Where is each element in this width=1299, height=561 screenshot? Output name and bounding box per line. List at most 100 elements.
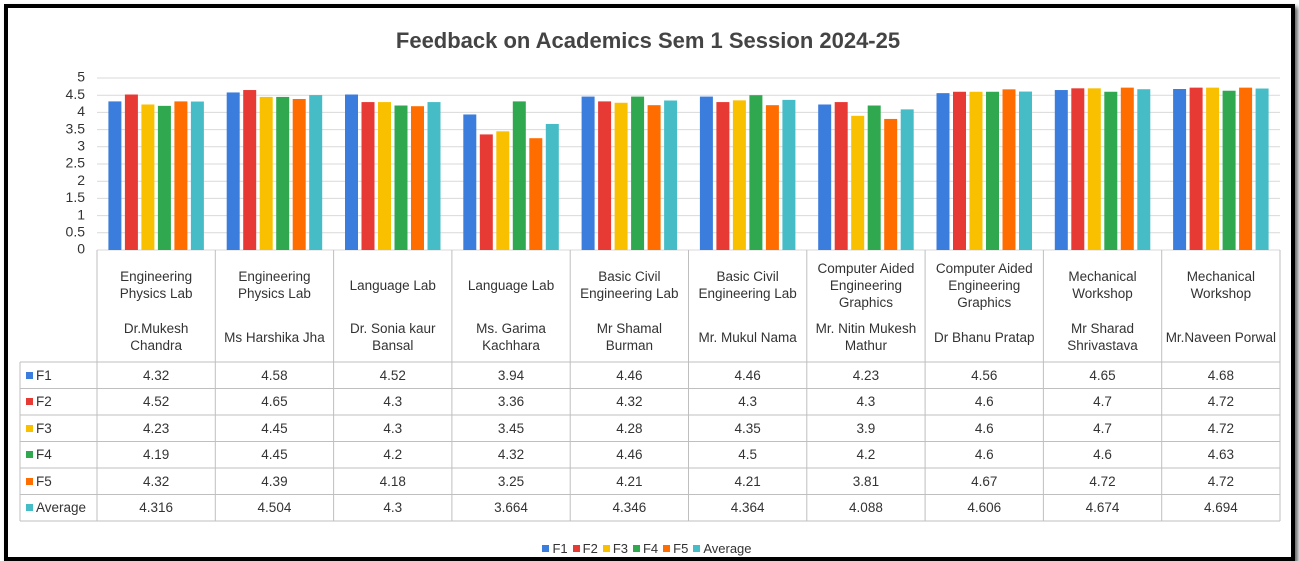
bar — [496, 131, 510, 250]
bar — [732, 100, 746, 250]
bar — [309, 95, 323, 250]
bar — [108, 101, 122, 250]
category-label: Language Lab — [467, 277, 555, 293]
bar — [174, 101, 188, 250]
table-value: 3.81 — [852, 473, 880, 489]
category-label: Engineering Physics Lab — [119, 269, 193, 301]
bar — [1019, 91, 1032, 251]
legend-item: Average — [693, 540, 752, 556]
legend-swatch — [632, 544, 640, 552]
table-value: 4.2 — [856, 447, 876, 463]
bar — [545, 123, 559, 250]
table-value: 4.3 — [383, 420, 403, 436]
legend-item: F3 — [602, 541, 628, 556]
table-value: 4.6 — [1093, 447, 1112, 463]
category-sublabel: Mr. Mukul Nama — [698, 329, 797, 345]
category-sublabel: Ms. Garima Kachhara — [476, 321, 546, 353]
legend-item: F4 — [632, 541, 658, 556]
bar — [716, 102, 730, 250]
bar — [749, 95, 763, 250]
table-value: 4.63 — [1207, 447, 1234, 463]
table-value: 4.32 — [497, 447, 525, 463]
legend-label: Average — [703, 540, 752, 556]
table-value: 4.3 — [383, 394, 403, 410]
category-sublabel: Dr. Sonia kaur Bansal — [349, 321, 436, 353]
bar — [361, 102, 375, 250]
bar — [598, 101, 612, 250]
bar — [581, 96, 595, 251]
table-value: 4.088 — [849, 500, 883, 516]
row-label: F1 — [20, 362, 97, 389]
bar — [851, 115, 865, 250]
table-value: 4.23 — [852, 367, 880, 383]
bar — [529, 138, 543, 250]
table-value: 4.7 — [1093, 420, 1112, 436]
bar — [259, 96, 273, 250]
legend-item: F1 — [542, 541, 568, 556]
category-label: Basic Civil Engineering Lab — [698, 269, 797, 301]
row-label-text: F5 — [36, 473, 52, 489]
table-value: 4.46 — [616, 367, 643, 383]
bar — [1239, 87, 1253, 250]
bar — [614, 102, 628, 250]
table-value: 4.39 — [261, 473, 288, 489]
bar — [936, 93, 950, 250]
legend-swatch — [602, 544, 610, 552]
bar — [394, 105, 408, 251]
row-label: F2 — [20, 389, 97, 416]
category-sublabel: Dr Bhanu Pratap — [933, 329, 1035, 345]
category-label: Computer Aided Engineering Graphics — [935, 260, 1033, 310]
table-value: 4.46 — [616, 447, 643, 463]
bar — [818, 104, 832, 250]
row-label: F3 — [20, 415, 97, 442]
table-value: 4.21 — [734, 473, 761, 489]
row-label-text: F1 — [36, 367, 52, 383]
bar — [276, 96, 290, 250]
table-value: 4.72 — [1207, 394, 1234, 410]
category-sublabel: Mr Shamal Burman — [596, 321, 662, 353]
legend-swatch — [26, 477, 33, 485]
table-value: 4.3 — [738, 394, 758, 410]
bar — [463, 114, 477, 251]
table-value: 4.32 — [616, 394, 643, 410]
bar — [345, 94, 358, 251]
bar — [1137, 89, 1151, 250]
y-tick-label: 0 — [77, 241, 85, 257]
bar — [867, 105, 881, 251]
category-label: Mechanical Workshop — [1186, 269, 1255, 301]
bar — [1120, 87, 1134, 250]
bar — [141, 104, 155, 250]
bar — [157, 105, 171, 250]
bar — [411, 106, 424, 250]
table-value: 4.72 — [1207, 473, 1234, 489]
category-label: Mechanical Workshop — [1068, 269, 1137, 301]
table-value: 4.7 — [1093, 394, 1112, 410]
table-value: 4.32 — [143, 473, 170, 489]
table-value: 3.94 — [497, 367, 525, 383]
y-tick-label: 1 — [77, 206, 85, 222]
bar — [699, 96, 713, 251]
row-label-text: F2 — [36, 394, 52, 410]
table-value: 4.65 — [261, 394, 288, 410]
bar — [378, 102, 391, 250]
table-value: 4.316 — [139, 500, 174, 516]
legend-swatch — [26, 504, 33, 512]
table-value: 4.606 — [967, 500, 1002, 516]
bar — [243, 90, 257, 250]
table-value: 4.3 — [383, 500, 403, 516]
table-value: 4.5 — [738, 447, 758, 463]
legend-label: F5 — [673, 540, 689, 556]
bar — [512, 101, 526, 250]
bar — [647, 105, 661, 251]
table-value: 4.18 — [379, 473, 406, 489]
bar — [1002, 89, 1016, 251]
category-sublabel: Mr.Naveen Porwal — [1165, 329, 1276, 345]
bar — [664, 100, 678, 251]
legend-swatch — [693, 544, 701, 552]
bar — [1071, 88, 1085, 250]
table-value: 4.694 — [1203, 500, 1238, 516]
legend-item: F2 — [572, 541, 598, 556]
bar — [190, 101, 204, 250]
y-tick-label: 1.5 — [66, 189, 86, 205]
